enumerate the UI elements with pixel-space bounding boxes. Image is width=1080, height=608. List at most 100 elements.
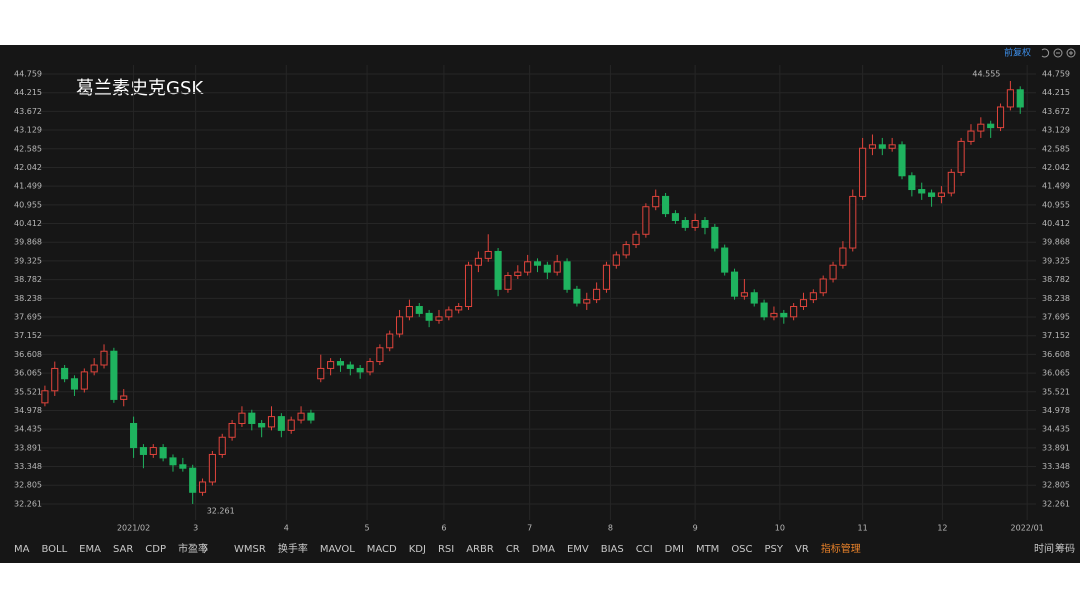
candle-body [130,422,138,449]
chart-controls[interactable] [1041,48,1076,58]
indicator-tab[interactable]: DMI [665,544,684,555]
candle-body [612,254,620,266]
y-tick-label: 35.521 [14,387,42,396]
candle-body [356,367,364,373]
candle-body [346,364,354,369]
y-tick-label: 34.435 [14,425,42,434]
candle-body [553,261,561,273]
candle-body [455,306,463,311]
indicator-tab[interactable]: KDJ [409,544,426,555]
adjust-mode[interactable]: 前复权 [1004,47,1031,59]
indicator-tab[interactable]: DMA [532,544,555,555]
candle-body [711,226,719,249]
y-tick-label: 42.585 [14,144,42,153]
candle-body [336,361,345,366]
indicator-tab[interactable]: EMV [567,544,589,555]
candle-body [464,264,473,308]
indicator-tab[interactable]: EMA [79,544,101,555]
indicator-tab[interactable]: OSC [731,544,752,555]
indicator-tab[interactable]: VR [795,544,809,555]
indicator-tab[interactable]: RSI [438,544,454,555]
candle-body [799,299,808,308]
x-tick-label: 2021/02 [117,524,150,533]
indicator-tab[interactable]: ARBR [466,544,494,555]
candle-body [957,140,965,173]
y-tick-label: 41.499 [14,182,42,191]
candle-body [987,123,995,129]
candle-body [474,257,482,266]
indicator-tab[interactable]: BOLL [41,544,67,555]
candle-body [1016,89,1024,108]
candle-body [415,306,423,314]
indicator-manage[interactable]: 指标管理 [821,542,861,555]
indicator-tab[interactable]: WMSR [234,544,266,555]
indicator-tab[interactable]: CCI [636,544,653,555]
indicator-tab[interactable]: CR [506,544,520,555]
y-tick-label: 38.238 [14,294,42,303]
toolbar-arrow[interactable] [203,544,208,554]
y-tick-label: 33.348 [14,462,42,471]
y-tick-label: 40.412 [1042,219,1070,228]
candle-body [809,292,817,301]
indicator-tab[interactable]: MA [14,544,30,555]
y-tick-label: 44.759 [1042,69,1070,78]
candle-body [691,220,699,228]
candle-body [602,264,611,290]
candle-body [898,144,906,177]
candle-body [908,175,916,191]
candle-body [317,367,325,380]
y-tick-label: 40.955 [14,200,42,209]
candle-body [41,390,49,404]
candle-body [730,271,739,297]
candle-body [198,481,207,493]
indicator-tab[interactable]: SAR [113,544,133,555]
candle-body [967,130,975,142]
candle-body [750,292,758,304]
y-tick-label: 43.129 [14,126,42,135]
indicator-tab[interactable]: CDP [145,544,166,555]
candle-body [297,412,305,421]
y-tick-label: 35.521 [1042,387,1070,396]
y-tick-label: 39.868 [14,238,42,247]
candle-body [120,395,128,400]
y-tick-label: 32.805 [14,481,42,490]
toolbar-right-tab[interactable]: 时间 [1034,542,1054,555]
candle-body [721,247,729,273]
indicator-tab[interactable]: PSY [765,544,784,555]
indicator-tab[interactable]: BIAS [601,544,624,555]
candle-body [149,447,157,455]
indicator-tab[interactable]: MTM [696,544,719,555]
y-tick-label: 32.261 [1042,499,1070,508]
candle-body [208,453,216,483]
y-tick-label: 34.978 [14,406,42,415]
y-tick-label: 40.412 [14,219,42,228]
x-tick-label: 7 [527,524,532,533]
indicator-tab[interactable]: 市盈率 [178,542,208,555]
low-label: 32.261 [207,506,235,515]
candle-body [937,192,945,197]
y-tick-label: 39.868 [1042,238,1070,247]
candle-body [238,412,246,424]
y-tick-label: 39.325 [14,256,42,265]
candle-body [366,361,374,373]
x-tick-label: 11 [858,524,868,533]
candle-body [888,144,896,149]
y-tick-label: 43.672 [1042,107,1070,116]
y-tick-label: 37.152 [14,331,42,340]
candle-body [100,350,108,366]
y-tick-label: 36.608 [14,350,42,359]
toolbar-right-tab[interactable]: 筹码 [1055,542,1075,555]
candle-body [277,416,285,431]
candle-body [435,316,443,321]
x-tick-label: 12 [937,524,947,533]
y-tick-label: 44.215 [14,88,42,97]
indicator-tab[interactable]: MACD [367,544,397,555]
candle-body [179,464,187,469]
candle-body [90,364,98,373]
candle-body [839,247,847,266]
indicator-tab[interactable]: 换手率 [278,542,308,555]
candle-body [642,206,650,235]
y-tick-label: 38.782 [1042,275,1070,284]
indicator-tab[interactable]: MAVOL [320,544,355,555]
candle-body [583,299,591,304]
